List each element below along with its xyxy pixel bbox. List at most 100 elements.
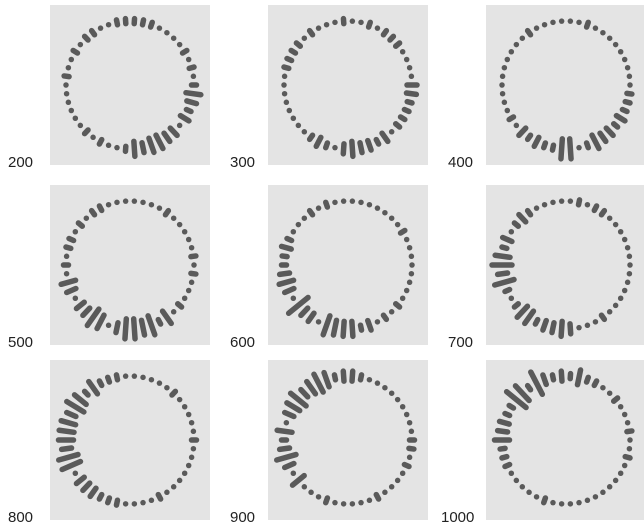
bead-stack xyxy=(498,431,508,432)
panel: 700 xyxy=(448,185,644,351)
bead-stack xyxy=(528,31,531,35)
bead-stack xyxy=(376,495,378,499)
bead-stack xyxy=(141,320,144,335)
bead-stack xyxy=(570,324,571,334)
bead-stack xyxy=(404,465,409,467)
panel-image xyxy=(486,5,644,165)
panel-label: 600 xyxy=(230,334,255,351)
bead-stack xyxy=(116,500,117,505)
bead-stack xyxy=(544,143,546,148)
bead-stack xyxy=(333,320,336,335)
bead-stack xyxy=(187,101,197,104)
bead-stack xyxy=(296,43,300,46)
bead-stack xyxy=(343,321,344,336)
bead-stack xyxy=(361,325,362,330)
panel: 200 xyxy=(8,5,210,171)
bead-stack xyxy=(61,421,75,425)
bead-stack xyxy=(514,304,518,307)
bead-stack xyxy=(108,498,110,503)
panel: 500 xyxy=(8,185,210,351)
bead-stack xyxy=(277,430,292,432)
bead-stack xyxy=(62,448,72,449)
bead-stack xyxy=(66,247,71,248)
bead-stack xyxy=(85,130,88,134)
bead-stack xyxy=(158,320,160,324)
panel-label: 1000 xyxy=(441,509,474,526)
bead-stack xyxy=(189,67,194,68)
panel: 300 xyxy=(230,5,428,171)
bead-stack xyxy=(502,457,507,458)
bead-stack xyxy=(334,375,335,380)
bead-stack xyxy=(500,421,510,424)
panel-label: 400 xyxy=(448,154,473,171)
bead-stack xyxy=(509,117,513,120)
bead-stack xyxy=(587,377,589,382)
bead-stack xyxy=(78,223,82,226)
bead-stack xyxy=(505,465,510,467)
bead-stack xyxy=(116,323,118,333)
bead-stack xyxy=(69,239,74,241)
bead-stack xyxy=(528,211,531,215)
bead-stack xyxy=(352,141,353,156)
bead-stack xyxy=(191,256,196,257)
figure: 2003004005006007008009001000 xyxy=(0,0,644,527)
bead-stack xyxy=(99,140,101,144)
bead-stack xyxy=(587,22,589,27)
bead-stack xyxy=(285,464,294,468)
bead-stack xyxy=(178,304,182,307)
bead-stack xyxy=(376,140,378,144)
bead-stack xyxy=(67,413,76,417)
bead-stack xyxy=(285,413,294,417)
panel: 1000 xyxy=(441,360,644,526)
bead-stack xyxy=(186,110,191,112)
bead-stack xyxy=(627,93,632,94)
bead-stack xyxy=(92,211,95,215)
bead-stack xyxy=(625,457,630,458)
bead-stack xyxy=(614,398,618,401)
bead-stack xyxy=(498,273,508,274)
bead-stack xyxy=(543,321,546,330)
panel: 600 xyxy=(230,185,428,351)
bead-stack xyxy=(495,255,510,257)
bead-stack xyxy=(99,381,101,385)
bead-stack xyxy=(61,280,75,284)
bead-stack xyxy=(614,124,618,127)
bead-stack xyxy=(92,31,95,35)
bead-stack xyxy=(601,211,604,215)
panel-label: 200 xyxy=(8,154,33,171)
bead-stack xyxy=(579,200,580,205)
bead-stack xyxy=(552,323,554,333)
bead-stack xyxy=(505,414,510,416)
bead-stack xyxy=(401,230,405,233)
bead-stack xyxy=(67,289,76,293)
bead-stack xyxy=(64,76,69,77)
bead-stack xyxy=(622,110,627,112)
bead-stack xyxy=(287,239,292,241)
bead-stack xyxy=(627,431,632,432)
bead-stack xyxy=(280,448,290,449)
bead-stack xyxy=(390,36,393,40)
panel: 400 xyxy=(448,5,644,171)
bead-stack xyxy=(383,31,386,35)
bead-stack xyxy=(396,124,400,127)
bead-stack xyxy=(514,223,518,226)
bead-stack xyxy=(594,381,596,385)
bead-stack xyxy=(528,135,531,139)
bead-stack xyxy=(284,67,289,68)
bead-stack xyxy=(183,50,187,53)
bead-stack xyxy=(543,375,546,384)
bead-stack xyxy=(310,31,313,35)
bead-stack xyxy=(577,370,580,385)
bead-stack xyxy=(326,143,328,148)
bead-stack xyxy=(352,371,353,381)
bead-stack xyxy=(291,50,295,53)
panel-label: 800 xyxy=(8,509,33,526)
bead-stack xyxy=(361,375,362,380)
bead-stack xyxy=(143,20,144,25)
panel-image xyxy=(268,360,428,520)
bead-stack xyxy=(282,256,287,257)
bead-stack xyxy=(552,375,553,380)
bead-stack xyxy=(535,320,537,324)
bead-stack xyxy=(310,135,313,139)
bead-stack xyxy=(352,321,353,336)
